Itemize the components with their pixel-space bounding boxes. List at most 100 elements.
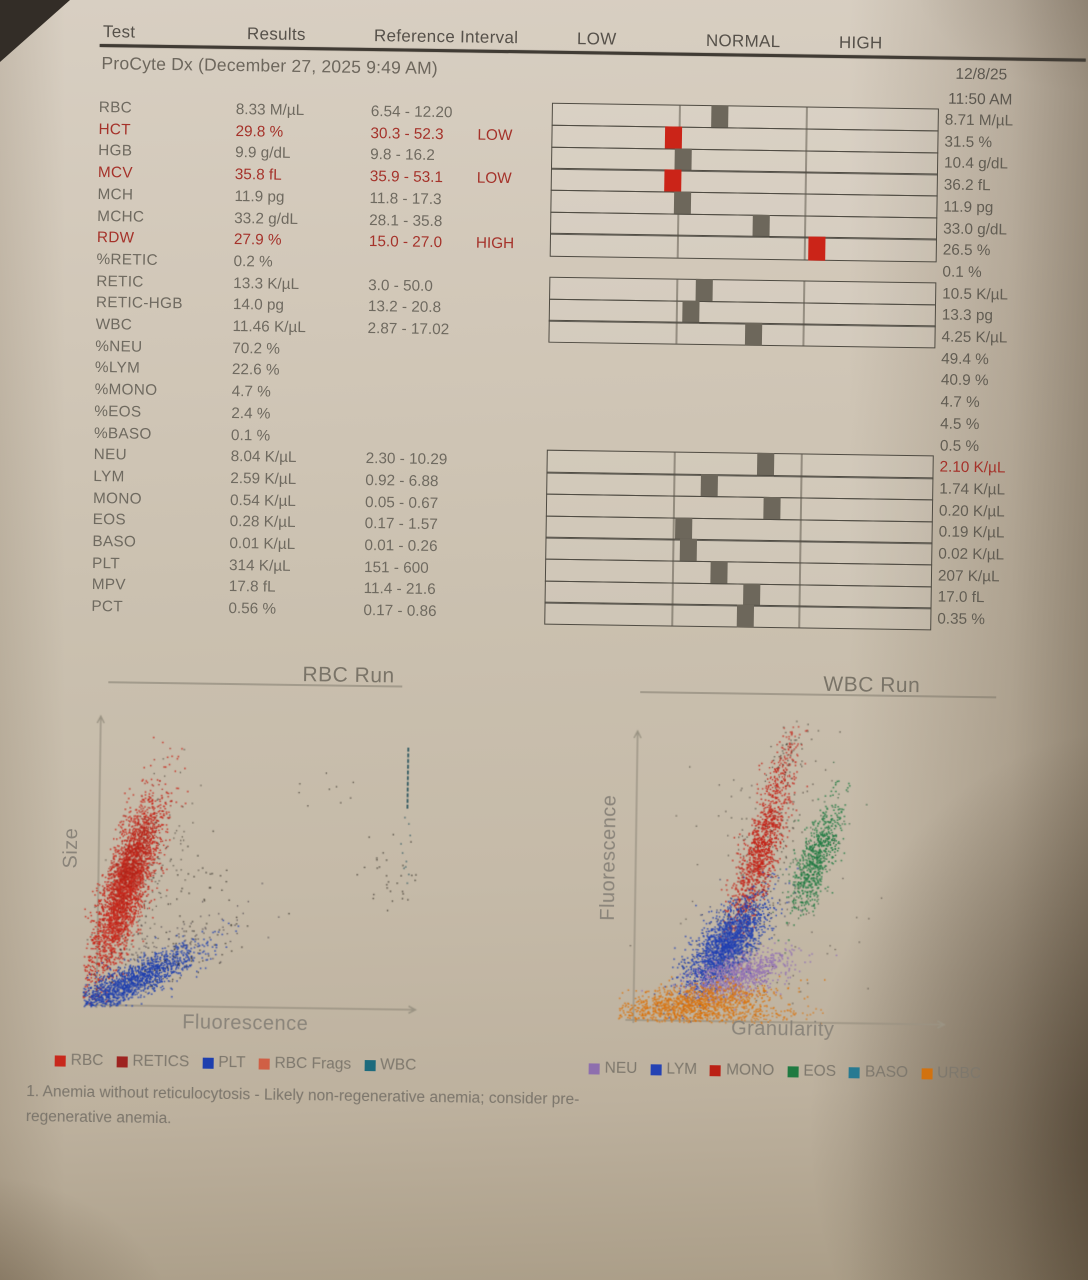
legend-label: URBC	[936, 1064, 982, 1083]
legend-swatch-icon	[364, 1059, 376, 1071]
rbc-plot-legend: RBC RETICS PLT RBC Frags WBC	[54, 1051, 417, 1074]
range-divider	[800, 476, 803, 498]
reference-interval-value: 2.30 - 10.29	[365, 450, 448, 469]
previous-run-value: 2.10 K/µL	[939, 458, 1006, 477]
legend-item: RETICS	[116, 1052, 189, 1071]
previous-run-value: 33.0 g/dL	[943, 220, 1008, 238]
result-value: 4.7 %	[231, 383, 271, 401]
legend-label: RBC Frags	[274, 1054, 352, 1073]
wbc-y-axis-label: Fluorescence	[596, 794, 621, 921]
result-value: 314 K/µL	[228, 556, 291, 575]
range-divider	[798, 585, 802, 607]
range-divider	[803, 281, 806, 303]
column-header-test: Test	[102, 22, 136, 42]
previous-run-value: 0.5 %	[939, 437, 980, 455]
result-value: 0.54 K/µL	[229, 491, 296, 510]
range-divider	[798, 606, 802, 628]
reference-interval-value: 0.92 - 6.88	[365, 471, 439, 490]
legend-label: RETICS	[132, 1052, 190, 1071]
reference-interval-value: 11.4 - 21.6	[363, 580, 436, 599]
results-table: RBC 8.33 M/µL 6.54 - 12.20 8.71 M/µL HCT 29.8…	[0, 0, 1088, 628]
column-header-normal: NORMAL	[705, 30, 781, 52]
previous-run-value: 4.7 %	[940, 393, 980, 412]
test-name: MCH	[97, 185, 134, 204]
result-marker	[674, 517, 693, 541]
interpretive-comment: 1. Anemia without reticulocytosis - Like…	[25, 1083, 580, 1128]
result-marker	[807, 236, 826, 261]
result-value: 0.1 %	[230, 426, 271, 445]
legend-item: NEU	[588, 1059, 638, 1078]
previous-run-value: 4.5 %	[940, 415, 980, 433]
legend-item: LYM	[650, 1060, 697, 1079]
previous-run-value: 26.5 %	[942, 241, 991, 260]
legend-swatch-icon	[650, 1063, 662, 1075]
result-value: 0.28 K/µL	[229, 513, 296, 532]
test-name: LYM	[93, 467, 125, 486]
test-name: RBC	[98, 98, 133, 117]
legend-swatch-icon	[710, 1064, 722, 1076]
legend-swatch-icon	[787, 1065, 799, 1077]
range-divider	[804, 172, 808, 194]
previous-run-value: 49.4 %	[941, 350, 989, 368]
legend-item: PLT	[202, 1054, 246, 1073]
range-divider	[804, 194, 808, 216]
result-marker	[744, 322, 763, 347]
test-name: %EOS	[94, 402, 142, 421]
column-header-high: HIGH	[838, 32, 883, 53]
range-divider	[804, 216, 807, 238]
test-name: MPV	[91, 576, 126, 594]
range-divider	[678, 105, 682, 128]
column-header-reference-interval: Reference Interval	[373, 26, 519, 48]
reference-interval-value: 13.2 - 20.8	[367, 298, 442, 317]
reference-interval-value: 30.3 - 52.3	[370, 124, 444, 143]
reference-interval-value: 28.1 - 35.8	[369, 211, 443, 230]
result-marker	[710, 561, 728, 585]
result-marker	[700, 474, 718, 498]
legend-swatch-icon	[921, 1067, 933, 1079]
result-marker	[752, 214, 770, 238]
column-header-results: Results	[246, 24, 306, 45]
result-marker	[742, 583, 761, 607]
result-marker	[664, 169, 682, 194]
legend-label: WBC	[380, 1056, 417, 1074]
previous-run-value: 36.2 fL	[943, 176, 991, 195]
result-value: 29.8 %	[235, 122, 284, 141]
range-divider	[799, 541, 802, 563]
result-marker	[674, 148, 692, 172]
reference-interval-value: 9.8 - 16.2	[370, 146, 435, 165]
result-value: 0.2 %	[233, 252, 273, 271]
reference-interval-value: 151 - 600	[363, 558, 429, 577]
result-marker	[680, 538, 698, 563]
previous-run-value: 0.19 K/µL	[938, 523, 1005, 542]
range-divider	[673, 474, 676, 496]
reference-interval-value: 15.0 - 27.0	[368, 233, 443, 252]
range-divider	[802, 324, 806, 346]
reference-interval-value: 11.8 - 17.3	[369, 189, 442, 208]
result-value: 11.9 pg	[234, 187, 285, 206]
wbc-x-axis-label: Granularity	[730, 1017, 835, 1042]
reference-interval-value: 2.87 - 17.02	[367, 320, 450, 339]
range-divider	[675, 322, 679, 344]
reference-interval-value: 0.01 - 0.26	[364, 536, 438, 556]
test-name: HCT	[98, 120, 131, 139]
previous-run-value: 0.35 %	[937, 610, 986, 629]
reference-interval-value: 6.54 - 12.20	[370, 103, 453, 122]
legend-item: RBC	[54, 1051, 104, 1070]
reference-interval-value: 0.17 - 0.86	[363, 602, 437, 621]
rbc-scatter-plot	[80, 699, 431, 1023]
result-value: 17.8 fL	[228, 578, 276, 597]
result-value: 8.33 M/µL	[235, 101, 305, 120]
previous-run-value: 8.71 M/µL	[944, 111, 1014, 130]
range-divider	[805, 129, 809, 151]
test-name: EOS	[92, 511, 127, 529]
previous-run-value: 0.1 %	[942, 263, 982, 281]
test-name: %MONO	[94, 381, 158, 399]
result-marker	[673, 191, 692, 215]
range-divider	[673, 452, 677, 475]
result-marker	[736, 604, 755, 629]
previous-run-time: 11:50 AM	[947, 90, 1013, 109]
legend-swatch-icon	[116, 1055, 128, 1068]
test-name: RETIC-HGB	[95, 294, 183, 313]
test-name: RDW	[96, 229, 135, 247]
